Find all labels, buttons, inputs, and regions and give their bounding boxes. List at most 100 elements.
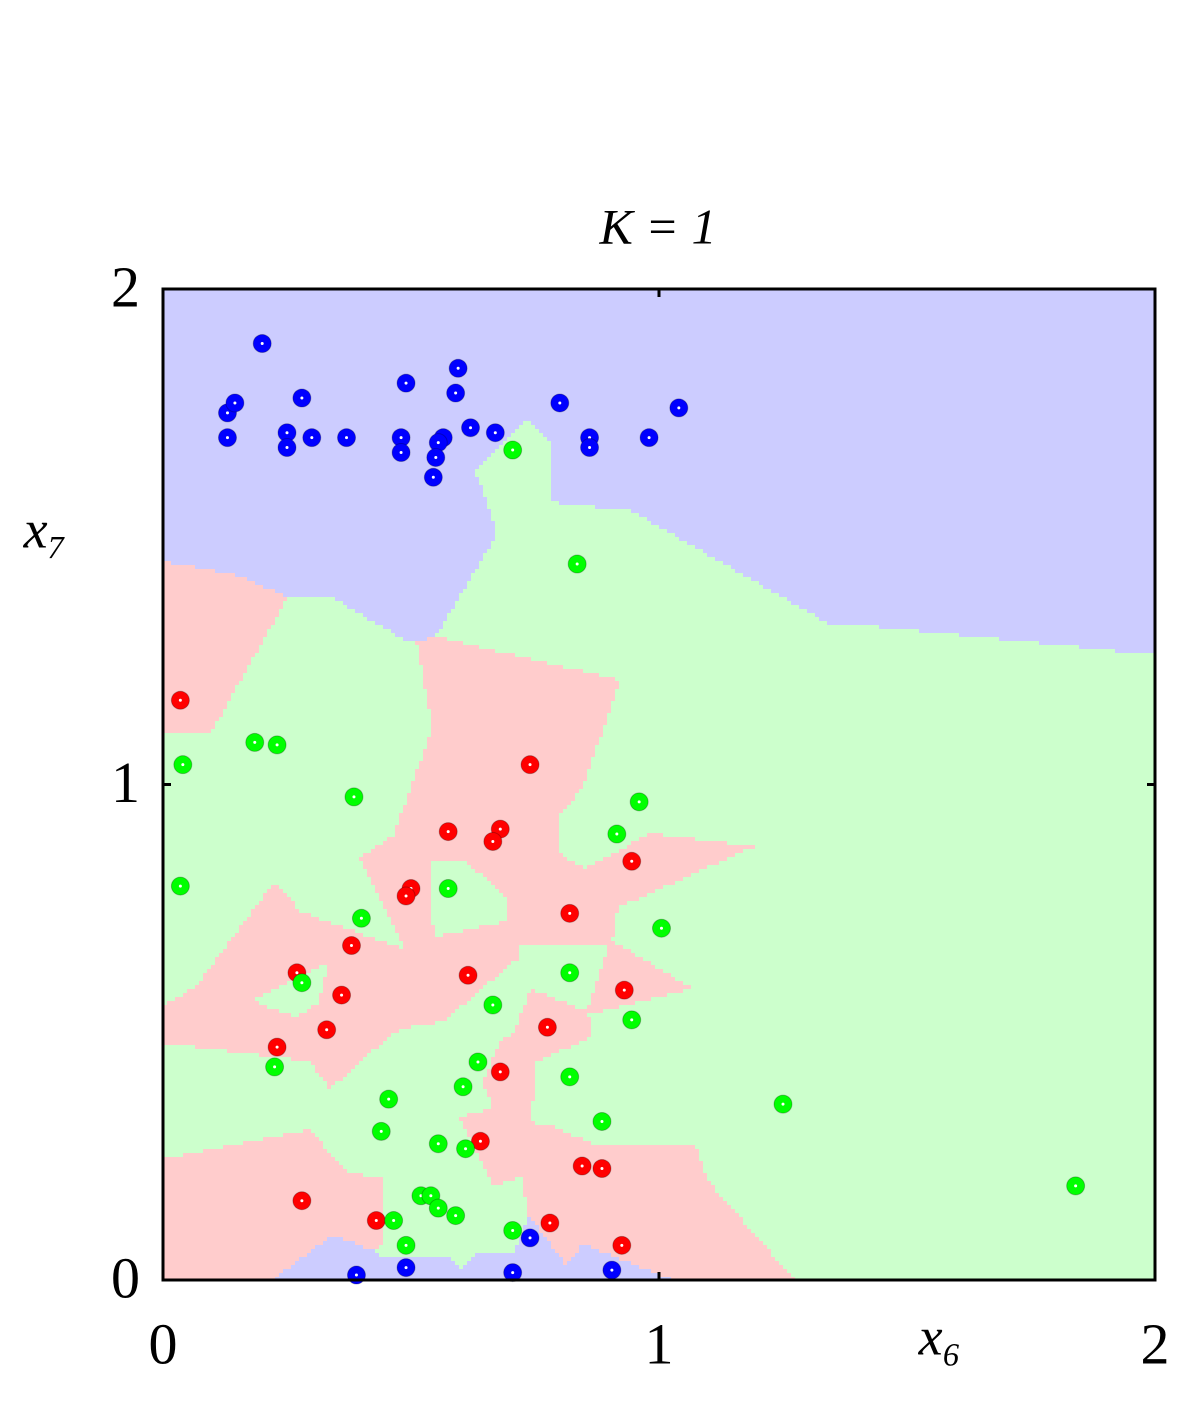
region-cell [427,689,615,693]
region-cell [463,929,615,933]
region-cell [163,545,491,549]
point-center [637,800,641,804]
region-cell [487,497,551,501]
region-cell [531,989,535,993]
region-cell [419,765,591,769]
region-cell [547,993,591,997]
region-cell [615,921,1155,925]
region-cell [711,1181,1155,1185]
region-cell [431,901,507,905]
region-cell [163,621,275,625]
region-cell [627,845,755,849]
region-cell [163,1201,383,1205]
region-cell [435,1021,519,1025]
point-center [260,342,264,346]
region-cell [1039,641,1155,645]
region-cell [363,853,563,857]
region-cell [379,1253,475,1257]
region-cell [551,481,1155,485]
region-cell [163,969,207,973]
region-cell [163,353,1155,357]
region-cell [335,597,459,601]
region-cell [423,753,595,757]
region-cell [487,981,595,985]
region-cell [227,701,427,705]
region-cell [431,909,507,913]
region-cell [399,945,403,949]
region-cell [559,817,1155,821]
region-cell [163,1157,335,1161]
region-cell [163,405,1155,409]
region-cell [163,369,1155,373]
region-cell [163,425,519,429]
region-cell [411,781,583,785]
region-cell [427,693,615,697]
point-center [273,1065,277,1069]
region-cell [491,1177,515,1181]
region-cell [383,1193,523,1197]
region-cell [523,1009,603,1013]
region-cell [399,817,559,821]
region-cell [319,993,475,997]
x-axis-label: x₆ [918,1306,962,1366]
region-cell [603,725,1155,729]
region-cell [163,589,275,593]
region-cell [163,1153,183,1157]
region-cell [163,657,251,661]
region-cell [267,633,395,637]
region-cell [163,1269,283,1273]
region-cell [703,549,1155,553]
region-cell [555,997,591,1001]
point-center [461,1085,465,1089]
region-cell [319,1137,471,1141]
point-center [436,441,440,445]
region-cell [471,1141,591,1145]
region-cell [203,1149,327,1153]
region-cell [163,1241,323,1245]
region-cell [163,477,479,481]
region-cell [487,1089,535,1093]
region-cell [163,521,495,525]
region-cell [487,877,683,881]
region-cell [163,953,219,957]
x-tick-label: 0 [149,1311,178,1376]
region-cell [651,1269,787,1273]
region-cell [555,1249,579,1253]
region-cell [239,929,355,933]
region-cell [463,1265,639,1269]
region-cell [163,1257,299,1261]
region-cell [703,1161,1155,1165]
region-cell [535,1077,1155,1081]
region-cell [731,565,1155,569]
region-cell [627,901,1155,905]
region-cell [163,985,195,989]
region-cell [591,1021,1155,1025]
region-cell [163,809,403,813]
region-cell [163,1061,311,1065]
region-cell [387,909,431,913]
region-cell [579,1249,599,1253]
region-cell [163,1053,259,1057]
region-cell [315,1245,363,1249]
region-cell [591,1029,1155,1033]
region-cell [355,1065,491,1069]
region-cell [163,717,219,721]
region-cell [163,1245,315,1249]
region-cell [499,973,599,977]
region-cell [543,1057,1155,1061]
region-cell [727,1201,1155,1205]
region-cell [163,877,371,881]
region-cell [487,457,551,461]
point-center [600,1167,604,1171]
region-cell [583,785,1155,789]
region-cell [791,601,1155,605]
region-cell [163,633,267,637]
region-cell [163,833,395,837]
region-cell [483,489,551,493]
region-cell [503,441,551,445]
region-cell [759,581,1155,585]
region-cell [275,589,463,593]
point-center [610,1268,614,1272]
region-cell [335,1157,479,1161]
region-cell [203,977,295,981]
